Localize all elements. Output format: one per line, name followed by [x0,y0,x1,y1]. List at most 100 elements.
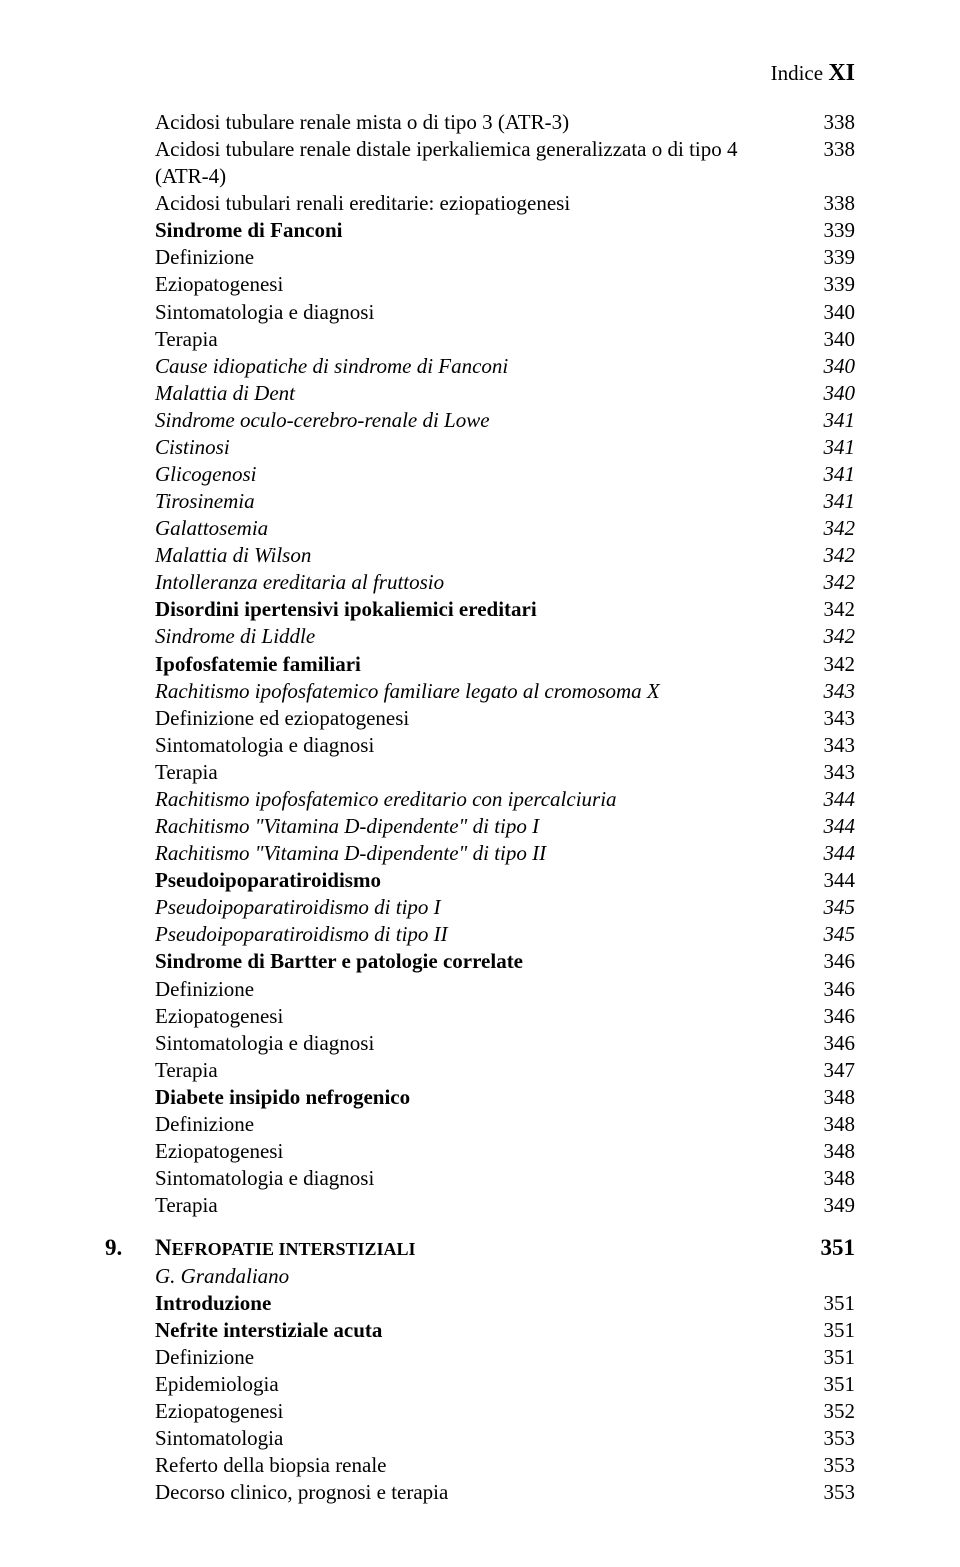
toc-entry-page: 342 [813,651,855,678]
toc-entry: Rachitismo "Vitamina D-dipendente" di ti… [155,813,855,840]
chapter-title-first: N [155,1235,172,1260]
toc-entry-page: 344 [813,867,855,894]
toc-entry: Diabete insipido nefrogenico348 [155,1084,855,1111]
toc-entry-page: 340 [813,353,855,380]
toc-entry-page: 339 [813,244,855,271]
toc-entry-title: Nefrite interstiziale acuta [155,1317,813,1344]
toc-entry-page: 351 [813,1344,855,1371]
toc-entry: Cause idiopatiche di sindrome di Fanconi… [155,353,855,380]
toc-entry-page: 353 [813,1479,855,1506]
toc-entry-title: Rachitismo "Vitamina D-dipendente" di ti… [155,840,813,867]
chapter-body: NEFROPATIE INTERSTIZIALI 351 G. Grandali… [155,1233,855,1506]
toc-entry-title: Glicogenosi [155,461,813,488]
toc-chapter-block: Introduzione351Nefrite interstiziale acu… [155,1290,855,1507]
toc-entry-page: 340 [813,299,855,326]
toc-entry: Epidemiologia351 [155,1371,855,1398]
toc-entry-title: Epidemiologia [155,1371,813,1398]
toc-entry: Acidosi tubulare renale mista o di tipo … [155,109,855,136]
toc-entry-title: Sintomatologia e diagnosi [155,732,813,759]
toc-entry-title: Acidosi tubulare renale distale iperkali… [155,136,813,190]
toc-entry-title: Definizione [155,1111,813,1138]
chapter-title-rest: EFROPATIE INTERSTIZIALI [172,1239,416,1259]
toc-entry-title: Terapia [155,1057,813,1084]
toc-entry: Definizione339 [155,244,855,271]
toc-entry-title: Terapia [155,759,813,786]
toc-entry-title: Eziopatogenesi [155,1003,813,1030]
toc-entry-title: Eziopatogenesi [155,271,813,298]
toc-entry-page: 346 [813,1030,855,1057]
toc-entry-title: Sindrome di Liddle [155,623,813,650]
toc-entry-title: Disordini ipertensivi ipokaliemici eredi… [155,596,813,623]
toc-entry-page: 352 [813,1398,855,1425]
toc-entry-page: 345 [813,894,855,921]
toc-entry: Definizione346 [155,976,855,1003]
toc-entry: Pseudoipoparatiroidismo di tipo II345 [155,921,855,948]
chapter-row: 9. NEFROPATIE INTERSTIZIALI 351 G. Grand… [105,1233,855,1506]
chapter-author-line: G. Grandaliano [155,1263,855,1290]
toc-entry-title: Sintomatologia e diagnosi [155,1165,813,1192]
toc-entry: Sindrome di Bartter e patologie correlat… [155,948,855,975]
toc-entry: Pseudoipoparatiroidismo di tipo I345 [155,894,855,921]
toc-entry-title: Eziopatogenesi [155,1138,813,1165]
toc-entry-title: Sindrome di Bartter e patologie correlat… [155,948,813,975]
toc-entry-page: 349 [813,1192,855,1219]
toc-entry: Eziopatogenesi348 [155,1138,855,1165]
toc-entry-title: Definizione ed eziopatogenesi [155,705,813,732]
toc-entry: Ipofosfatemie familiari342 [155,651,855,678]
toc-entry-title: Definizione [155,976,813,1003]
toc-entry: Malattia di Dent340 [155,380,855,407]
toc-entry: Malattia di Wilson342 [155,542,855,569]
toc-entry-page: 346 [813,976,855,1003]
header-label: Indice [771,61,829,85]
toc-entry: Sintomatologia e diagnosi348 [155,1165,855,1192]
toc-entry: Introduzione351 [155,1290,855,1317]
toc-entry-page: 344 [813,813,855,840]
toc-entry-page: 348 [813,1165,855,1192]
toc-entry-title: Malattia di Dent [155,380,813,407]
toc-entry: Definizione ed eziopatogenesi343 [155,705,855,732]
chapter-title: NEFROPATIE INTERSTIZIALI [155,1233,416,1263]
toc-entry: Acidosi tubulare renale distale iperkali… [155,136,855,190]
toc-entry-title: Cistinosi [155,434,813,461]
toc-entry-title: Sindrome di Fanconi [155,217,813,244]
toc-entry-title: Eziopatogenesi [155,1398,813,1425]
page-header: Indice XI [105,60,855,87]
toc-entry: Definizione351 [155,1344,855,1371]
toc-entry-page: 342 [813,596,855,623]
toc-entry-page: 348 [813,1138,855,1165]
toc-entry-page: 341 [813,434,855,461]
toc-entry: Sindrome di Fanconi339 [155,217,855,244]
toc-entry-title: Sintomatologia e diagnosi [155,1030,813,1057]
toc-entry-page: 353 [813,1425,855,1452]
toc-entry-page: 341 [813,461,855,488]
toc-entry-title: Decorso clinico, prognosi e terapia [155,1479,813,1506]
toc-entry-page: 353 [813,1452,855,1479]
toc-entry: Rachitismo ipofosfatemico ereditario con… [155,786,855,813]
toc-entry: Rachitismo ipofosfatemico familiare lega… [155,678,855,705]
toc-entry-title: Referto della biopsia renale [155,1452,813,1479]
toc-entry: Pseudoipoparatiroidismo344 [155,867,855,894]
toc-entry-page: 341 [813,488,855,515]
toc-entry-title: Ipofosfatemie familiari [155,651,813,678]
toc-entry-page: 351 [813,1290,855,1317]
toc-entry: Sintomatologia e diagnosi346 [155,1030,855,1057]
toc-entry-page: 348 [813,1084,855,1111]
toc-entry-title: Acidosi tubulari renali ereditarie: ezio… [155,190,813,217]
toc-entry: Cistinosi341 [155,434,855,461]
toc-entry: Nefrite interstiziale acuta351 [155,1317,855,1344]
toc-entry-page: 342 [813,515,855,542]
toc-entry-title: Sindrome oculo-cerebro-renale di Lowe [155,407,813,434]
toc-entry: Terapia343 [155,759,855,786]
toc-entry-title: Definizione [155,1344,813,1371]
toc-entry-page: 342 [813,542,855,569]
toc-entry-page: 346 [813,948,855,975]
toc-entry-page: 342 [813,569,855,596]
toc-entry-title: Rachitismo "Vitamina D-dipendente" di ti… [155,813,813,840]
toc-entry-page: 344 [813,786,855,813]
toc-entry-page: 351 [813,1317,855,1344]
toc-entry-page: 340 [813,380,855,407]
toc-main-block: Acidosi tubulare renale mista o di tipo … [105,109,855,1219]
section-break [105,1219,855,1233]
toc-entry-title: Pseudoipoparatiroidismo [155,867,813,894]
toc-entry-title: Sintomatologia e diagnosi [155,299,813,326]
